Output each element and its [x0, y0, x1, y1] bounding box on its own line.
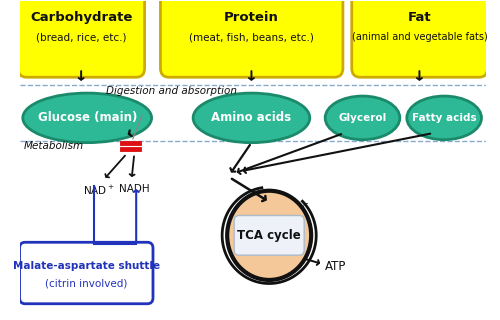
FancyBboxPatch shape	[160, 0, 343, 77]
Text: NADH: NADH	[118, 184, 149, 194]
Ellipse shape	[23, 93, 152, 143]
Ellipse shape	[193, 93, 310, 143]
FancyBboxPatch shape	[18, 0, 144, 77]
Text: Fat: Fat	[408, 11, 431, 24]
Ellipse shape	[227, 191, 311, 280]
Text: Protein: Protein	[224, 11, 279, 24]
Text: ATP: ATP	[325, 260, 346, 273]
Text: Carbohydrate: Carbohydrate	[30, 11, 132, 24]
Text: NAD$^+$: NAD$^+$	[83, 184, 114, 197]
Text: TCA cycle: TCA cycle	[238, 229, 301, 242]
Text: Malate-aspartate shuttle: Malate-aspartate shuttle	[12, 260, 160, 271]
Text: (citrin involved): (citrin involved)	[45, 279, 128, 289]
Text: Fatty acids: Fatty acids	[412, 113, 476, 123]
FancyBboxPatch shape	[234, 215, 304, 255]
FancyBboxPatch shape	[20, 242, 153, 304]
Text: Amino acids: Amino acids	[212, 111, 292, 124]
FancyBboxPatch shape	[352, 0, 488, 77]
Text: Glycerol: Glycerol	[338, 113, 386, 123]
Text: Metabolism: Metabolism	[24, 141, 84, 151]
Text: Glucose (main): Glucose (main)	[38, 111, 137, 124]
Text: (bread, rice, etc.): (bread, rice, etc.)	[36, 32, 126, 42]
Ellipse shape	[407, 96, 482, 140]
Text: (meat, fish, beans, etc.): (meat, fish, beans, etc.)	[189, 32, 314, 42]
Ellipse shape	[325, 96, 400, 140]
Text: Digestion and absorption: Digestion and absorption	[106, 86, 237, 96]
Text: (animal and vegetable fats): (animal and vegetable fats)	[352, 32, 488, 42]
